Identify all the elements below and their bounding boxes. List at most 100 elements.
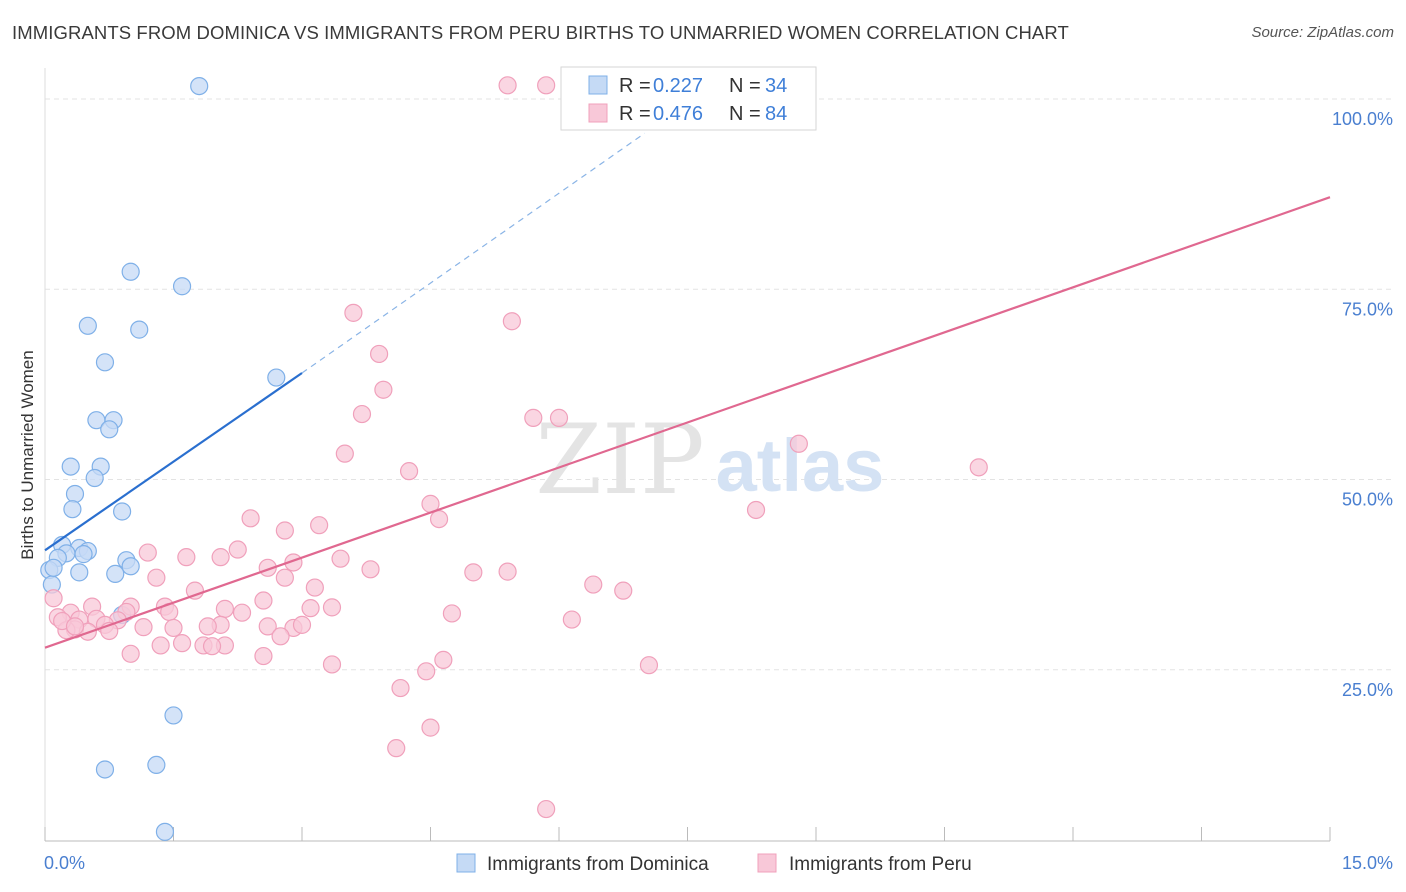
point-peru-35 [185, 581, 205, 600]
point-peru-10 [789, 434, 808, 453]
point-peru-18 [746, 500, 766, 520]
point-peru-34 [614, 581, 633, 600]
y-tick-label-25: 25.0% [1342, 680, 1393, 700]
point-peru-27 [464, 563, 483, 582]
point-peru-44 [301, 599, 320, 618]
point-peru-5 [370, 344, 389, 364]
stats-legend-r-value-dominica: 0.227 [653, 75, 703, 97]
point-peru-81 [44, 589, 63, 608]
point-peru-1 [537, 76, 556, 95]
stats-legend-n-value-dominica: 34 [765, 75, 787, 97]
stats-legend-swatch-dominica [588, 75, 608, 95]
point-peru-26 [361, 560, 380, 579]
point-peru-79 [387, 739, 406, 758]
point-dominica-32 [155, 822, 175, 841]
point-peru-15 [241, 509, 260, 528]
bottom-legend-label-dominica: Immigrants from Dominica [487, 854, 709, 875]
y-tick-label-75: 75.0% [1342, 299, 1393, 319]
point-peru-22 [177, 548, 196, 567]
bottom-legend: Immigrants from Dominica Immigrants from… [456, 853, 972, 875]
point-peru-0 [498, 76, 517, 95]
point-dominica-12 [85, 468, 104, 488]
point-peru-12 [399, 462, 419, 481]
bottom-legend-swatch-peru [757, 853, 777, 873]
point-dominica-14 [63, 500, 82, 519]
point-dominica-20 [74, 545, 93, 564]
point-peru-77 [391, 678, 410, 698]
stats-legend-r-label-peru: R = [619, 103, 656, 125]
point-peru-78 [421, 718, 440, 737]
point-dominica-2 [172, 277, 192, 296]
point-peru-8 [524, 408, 543, 427]
x-tick-label-max: 15.0% [1342, 853, 1393, 873]
point-peru-64 [292, 615, 312, 634]
point-dominica-0 [190, 76, 209, 96]
point-dominica-10 [61, 457, 80, 476]
point-dominica-33 [44, 558, 63, 577]
point-peru-46 [232, 603, 252, 622]
point-peru-58 [164, 618, 183, 638]
point-peru-76 [639, 656, 659, 675]
point-peru-9 [549, 408, 569, 427]
point-peru-80 [537, 799, 556, 819]
trend-line-peru [44, 196, 1331, 649]
point-dominica-6 [267, 368, 286, 387]
stats-legend-n-label-dominica: N = [729, 75, 766, 97]
point-peru-72 [254, 646, 273, 666]
point-peru-83 [65, 617, 85, 636]
point-peru-47 [442, 604, 462, 623]
x-tick-label-min: 0.0% [44, 853, 85, 873]
y-tick-label-50: 50.0% [1342, 490, 1393, 510]
chart-title: IMMIGRANTS FROM DOMINICA VS IMMIGRANTS F… [12, 22, 1069, 43]
point-peru-23 [211, 548, 230, 567]
point-dominica-29 [164, 706, 183, 725]
series-peru-points [44, 76, 988, 819]
stats-legend-r-value-peru: 0.476 [653, 103, 703, 125]
point-dominica-5 [95, 353, 115, 372]
point-peru-11 [335, 444, 354, 463]
point-dominica-15 [112, 502, 132, 521]
stats-legend-swatch-peru [588, 103, 608, 123]
y-tick-label-100: 100.0% [1332, 109, 1393, 129]
point-peru-71 [121, 644, 140, 663]
stats-legend-r-label-dominica: R = [619, 75, 656, 97]
point-dominica-26 [106, 564, 125, 583]
point-peru-7 [352, 404, 372, 424]
point-dominica-30 [95, 760, 115, 779]
point-peru-75 [417, 662, 436, 681]
point-peru-70 [202, 637, 222, 656]
point-peru-19 [275, 521, 294, 540]
point-peru-43 [322, 598, 342, 617]
point-peru-21 [138, 543, 157, 562]
series-dominica-points [40, 76, 286, 841]
chart-source: Source: ZipAtlas.com [1251, 24, 1394, 41]
point-peru-17 [310, 516, 329, 535]
grid-lines [45, 98, 1392, 671]
point-peru-57 [258, 617, 277, 636]
point-dominica-25 [70, 563, 89, 582]
point-peru-56 [198, 617, 217, 636]
trend-line-dominica-extension [301, 132, 646, 374]
point-peru-24 [331, 549, 350, 568]
point-peru-65 [271, 627, 290, 646]
point-peru-31 [275, 568, 294, 587]
y-axis-tick-labels: 25.0% 50.0% 75.0% 100.0% [1332, 109, 1393, 700]
point-peru-73 [322, 655, 342, 674]
bottom-legend-swatch-dominica [456, 853, 476, 873]
point-peru-33 [305, 578, 324, 597]
trend-line-dominica [44, 372, 303, 552]
point-dominica-4 [130, 320, 149, 339]
bottom-legend-label-peru: Immigrants from Peru [789, 854, 972, 875]
point-peru-66 [172, 634, 192, 653]
point-peru-20 [228, 540, 247, 559]
point-peru-54 [134, 618, 153, 637]
point-peru-28 [498, 562, 517, 581]
point-peru-51 [562, 610, 581, 629]
point-peru-36 [254, 591, 273, 610]
point-peru-13 [969, 458, 988, 477]
point-dominica-1 [121, 262, 140, 281]
point-peru-30 [147, 568, 166, 587]
point-peru-74 [434, 650, 453, 669]
stats-legend-box: R = 0.227 N = 34 R = 0.476 N = 84 [560, 66, 817, 131]
